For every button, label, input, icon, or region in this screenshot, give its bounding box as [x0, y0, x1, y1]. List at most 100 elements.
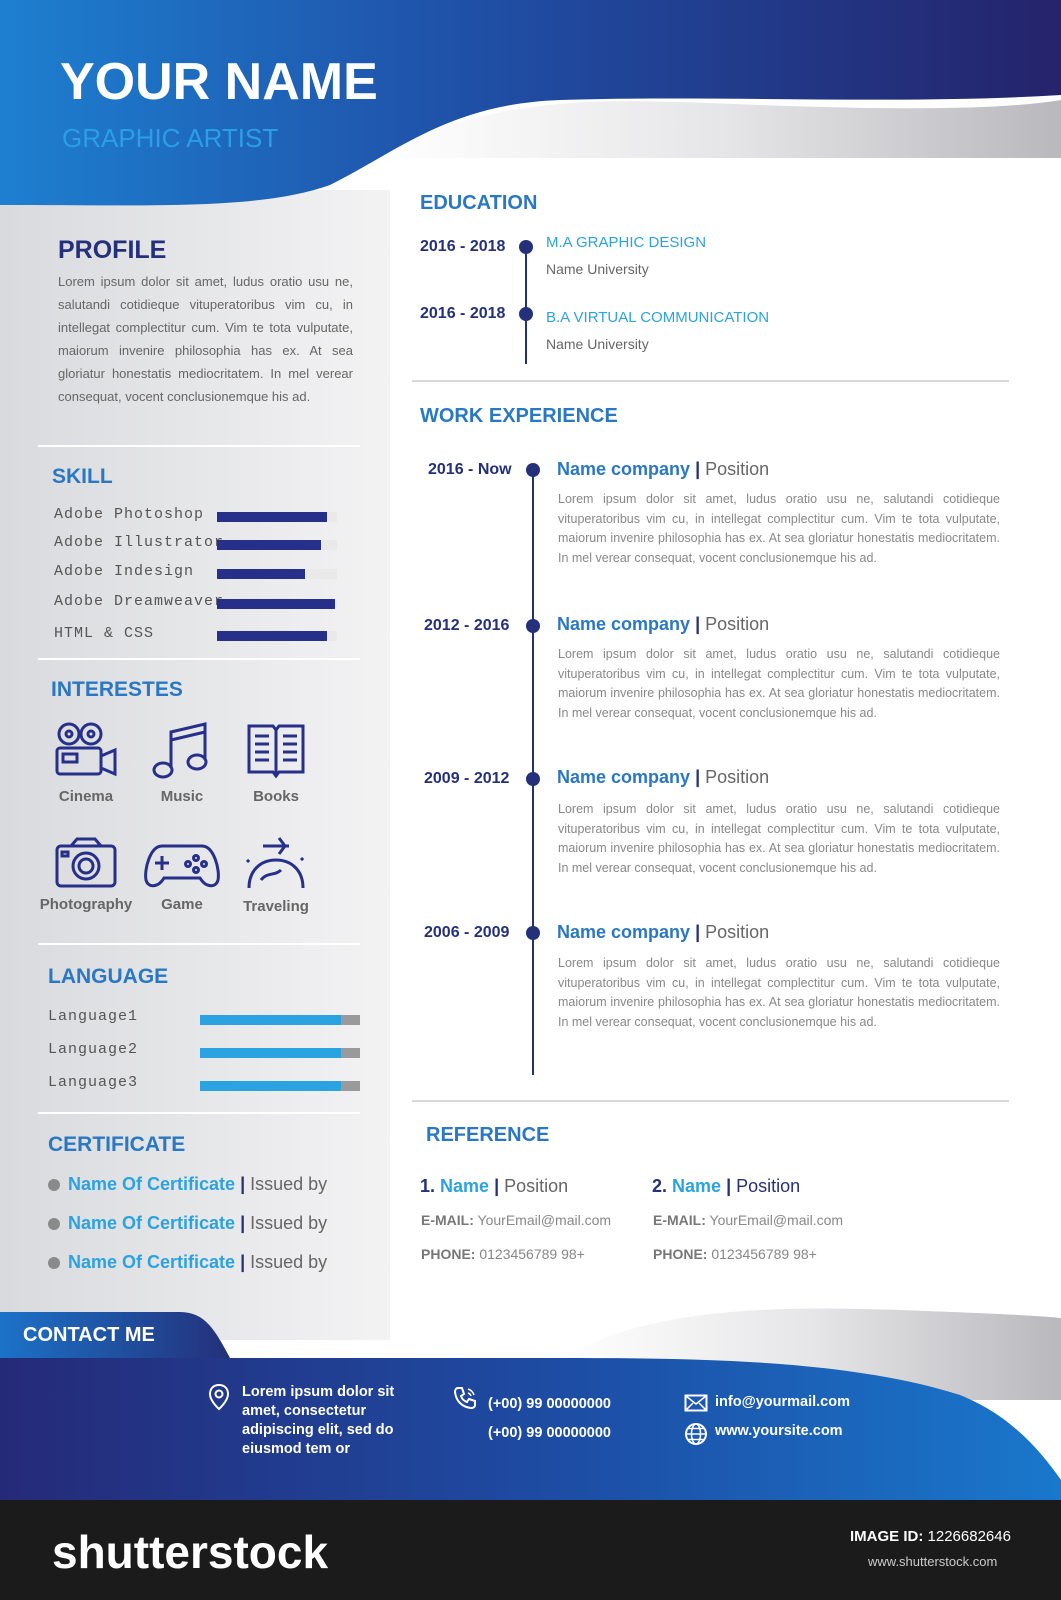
book-icon	[247, 724, 305, 779]
education-timeline-line	[525, 246, 527, 364]
reference-email: E-MAIL: YourEmail@mail.com	[653, 1212, 843, 1228]
skill-label: Adobe Illustrator	[54, 534, 225, 551]
work-years: 2016 - Now	[428, 461, 512, 478]
contact-website: www.yoursite.com	[715, 1423, 843, 1439]
interest-label: Books	[253, 788, 299, 805]
gamepad-icon	[144, 844, 220, 888]
interest-traveling: Traveling	[226, 836, 326, 915]
interest-game: Game	[132, 840, 232, 913]
content-panel	[390, 158, 1061, 1348]
bullet-dot	[48, 1179, 60, 1192]
work-years: 2009 - 2012	[424, 770, 510, 787]
timeline-dot	[526, 463, 540, 477]
language-row: Language3	[48, 1074, 368, 1096]
language-row: Language2	[48, 1041, 368, 1063]
footer-bar	[0, 1500, 1061, 1600]
work-title: Name company | Position	[557, 767, 769, 788]
email-value: YourEmail@mail.com	[477, 1212, 612, 1228]
reference-phone: PHONE: 0123456789 98+	[653, 1246, 817, 1262]
work-company: Name company	[557, 459, 691, 479]
language-bar-fill	[200, 1048, 341, 1058]
language-bar-track	[200, 1081, 360, 1091]
language-label: Language3	[48, 1074, 139, 1091]
music-note-icon	[152, 722, 208, 779]
shutterstock-logo: shutterstock	[52, 1526, 329, 1578]
certificate-name: Name Of Certificate	[68, 1252, 236, 1272]
profile-heading: PROFILE	[58, 236, 167, 264]
interest-photography: Photography	[36, 836, 136, 913]
divider	[38, 943, 360, 945]
phone-icon	[453, 1387, 476, 1410]
mail-icon	[684, 1394, 708, 1412]
timeline-dot	[519, 307, 533, 321]
work-heading: WORK EXPERIENCE	[420, 405, 618, 427]
interest-label: Cinema	[58, 788, 114, 805]
language-bar-fill	[200, 1015, 341, 1025]
work-company: Name company	[557, 614, 691, 634]
interest-cinema: Cinema	[36, 720, 136, 805]
skill-label: Adobe Dreamweaver	[54, 593, 225, 610]
certificate-name: Name Of Certificate	[68, 1174, 236, 1194]
email-key: E-MAIL:	[653, 1212, 706, 1228]
language-label: Language2	[48, 1041, 139, 1058]
reference-position: Position	[504, 1176, 569, 1196]
interest-label: Music	[160, 788, 204, 805]
certificate-row: Name Of Certificate | Issued by	[48, 1213, 327, 1234]
contact-phone-1: (+00) 99 00000000	[488, 1396, 611, 1412]
skill-label: Adobe Indesign	[54, 563, 195, 580]
work-title: Name company | Position	[557, 459, 769, 480]
reference-title: 2. Name | Position	[652, 1176, 800, 1197]
phone-key: PHONE:	[421, 1246, 476, 1262]
reference-heading: REFERENCE	[426, 1124, 550, 1146]
resume-name: YOUR NAME	[60, 53, 378, 111]
separator: |	[489, 1176, 505, 1196]
timeline-dot	[519, 240, 533, 254]
separator: |	[235, 1213, 251, 1233]
separator: |	[690, 459, 706, 479]
skill-row: Adobe Illustrator	[54, 534, 354, 556]
skill-row: Adobe Indesign	[54, 563, 354, 585]
education-school: Name University	[546, 261, 649, 277]
interest-label: Photography	[39, 896, 133, 913]
contact-phone-2: (+00) 99 00000000	[488, 1425, 611, 1441]
education-school: Name University	[546, 336, 649, 352]
separator: |	[721, 1176, 737, 1196]
contact-tab-shape	[0, 1312, 230, 1358]
bullet-dot	[48, 1218, 60, 1231]
certificate-issuer: Issued by	[250, 1252, 328, 1272]
timeline-dot	[526, 619, 540, 633]
divider	[412, 1100, 1009, 1102]
skill-bar-track	[217, 540, 337, 550]
phone-key: PHONE:	[653, 1246, 708, 1262]
separator: |	[690, 767, 706, 787]
timeline-dot	[526, 926, 540, 940]
airplane-globe-icon	[245, 837, 307, 889]
footer-blue-band	[0, 1358, 1061, 1500]
work-description: Lorem ipsum dolor sit amet, ludus oratio…	[558, 492, 1000, 565]
language-label: Language1	[48, 1008, 139, 1025]
reference-title: 1. Name | Position	[420, 1176, 568, 1197]
work-years: 2006 - 2009	[424, 924, 510, 941]
interest-books: Books	[226, 720, 326, 805]
image-id-label: IMAGE ID:	[850, 1528, 924, 1545]
work-position: Position	[705, 922, 770, 942]
divider	[38, 1112, 360, 1114]
skill-bar-track	[217, 631, 337, 641]
skill-bar-fill	[217, 569, 305, 579]
contact-address: Lorem ipsum dolor sit amet, consectetur …	[242, 1384, 395, 1457]
certificate-issuer: Issued by	[250, 1213, 328, 1233]
divider	[412, 380, 1009, 382]
language-heading: LANGUAGE	[48, 965, 169, 988]
globe-icon	[685, 1423, 707, 1445]
interest-label: Traveling	[243, 898, 309, 915]
footer-site: www.shutterstock.com	[868, 1554, 998, 1569]
education-degree: M.A GRAPHIC DESIGN	[546, 234, 707, 251]
phone-value: 0123456789 98+	[479, 1246, 585, 1262]
education-years: 2016 - 2018	[420, 305, 506, 322]
certificate-name: Name Of Certificate	[68, 1213, 236, 1233]
skill-row: HTML & CSS	[54, 625, 354, 647]
language-bar-track	[200, 1015, 360, 1025]
reference-position: Position	[736, 1176, 801, 1196]
work-description: Lorem ipsum dolor sit amet, ludus oratio…	[558, 956, 1000, 1029]
